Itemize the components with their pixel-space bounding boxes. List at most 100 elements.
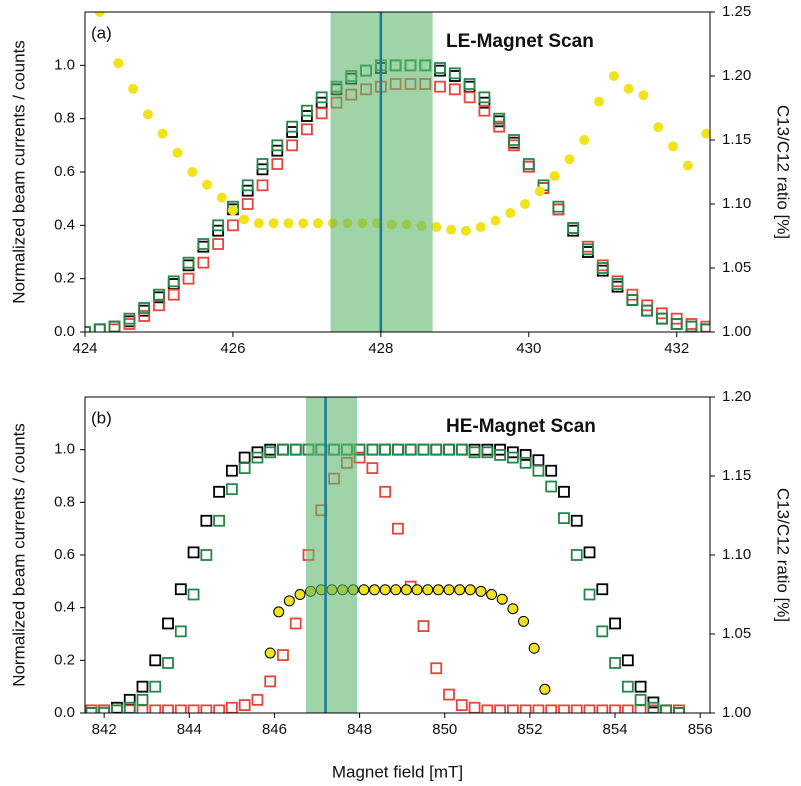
circle-marker bbox=[549, 170, 560, 181]
circle-marker bbox=[157, 128, 168, 139]
square-marker bbox=[685, 318, 698, 330]
x-tick-label: 428 bbox=[368, 340, 393, 357]
square-marker bbox=[558, 512, 570, 525]
square-marker bbox=[182, 256, 195, 269]
circle-marker bbox=[283, 595, 295, 607]
square-marker bbox=[271, 139, 284, 152]
square-marker bbox=[256, 179, 269, 192]
square-marker bbox=[200, 514, 213, 527]
circle-marker bbox=[422, 584, 434, 596]
square-marker bbox=[187, 546, 200, 559]
x-tick-label: 432 bbox=[664, 340, 689, 357]
square-marker bbox=[434, 64, 446, 77]
y2-tick-label: 1.15 bbox=[722, 131, 751, 148]
circle-marker bbox=[283, 218, 294, 229]
circle-marker bbox=[539, 683, 551, 695]
y2-tick-label: 1.10 bbox=[722, 195, 751, 212]
square-marker bbox=[197, 240, 210, 253]
square-marker bbox=[392, 443, 404, 456]
y-tick-label: 0.8 bbox=[54, 493, 75, 510]
square-marker bbox=[434, 80, 446, 93]
square-marker bbox=[621, 680, 634, 693]
square-marker bbox=[508, 136, 520, 149]
square-marker bbox=[434, 62, 446, 74]
square-marker bbox=[570, 514, 583, 527]
y2-tick-label: 1.15 bbox=[722, 467, 751, 484]
square-marker bbox=[567, 222, 580, 234]
square-marker bbox=[108, 323, 121, 332]
square-marker bbox=[494, 704, 507, 713]
circle-marker bbox=[638, 90, 649, 101]
square-marker bbox=[264, 443, 277, 456]
y-tick-label: 1.0 bbox=[54, 441, 75, 458]
y-tick-label: 0.6 bbox=[54, 546, 75, 563]
square-marker bbox=[85, 704, 98, 713]
y-tick-label: 0.4 bbox=[54, 599, 75, 616]
square-marker bbox=[138, 302, 151, 314]
square-marker bbox=[238, 699, 251, 711]
square-marker bbox=[609, 617, 621, 630]
square-marker bbox=[174, 625, 187, 638]
square-marker bbox=[213, 485, 226, 498]
square-marker bbox=[552, 203, 565, 216]
circle-marker bbox=[475, 585, 487, 597]
circle-marker bbox=[496, 593, 508, 605]
square-marker bbox=[149, 654, 162, 667]
square-marker bbox=[621, 704, 634, 713]
square-marker bbox=[570, 704, 583, 713]
square-marker bbox=[379, 443, 392, 456]
square-marker bbox=[463, 80, 476, 93]
square-marker bbox=[478, 91, 491, 104]
square-marker bbox=[241, 198, 254, 210]
square-marker bbox=[519, 456, 532, 469]
square-marker bbox=[93, 323, 106, 332]
y-tick-label: 1.0 bbox=[54, 56, 75, 73]
square-marker bbox=[552, 203, 565, 216]
square-marker bbox=[404, 443, 417, 456]
circle-marker bbox=[490, 215, 501, 226]
circle-marker bbox=[486, 589, 498, 600]
square-marker bbox=[197, 238, 210, 250]
square-marker bbox=[241, 179, 254, 192]
circle-marker bbox=[505, 207, 516, 218]
circle-marker bbox=[460, 225, 471, 236]
square-marker bbox=[481, 446, 494, 459]
square-marker bbox=[455, 443, 468, 456]
square-marker bbox=[136, 680, 149, 693]
square-marker bbox=[289, 443, 302, 456]
square-marker bbox=[174, 704, 187, 713]
circle-marker bbox=[369, 584, 381, 596]
square-marker bbox=[225, 701, 238, 713]
y2-tick-label: 1.20 bbox=[722, 388, 751, 405]
square-marker bbox=[187, 704, 200, 713]
square-marker bbox=[289, 443, 302, 456]
circle-marker bbox=[432, 584, 444, 596]
square-marker bbox=[532, 454, 545, 467]
square-marker bbox=[685, 320, 698, 332]
square-marker bbox=[641, 304, 654, 317]
circle-marker bbox=[128, 83, 139, 94]
circle-marker bbox=[443, 584, 455, 596]
circle-marker bbox=[594, 96, 605, 107]
circle-marker bbox=[239, 214, 250, 225]
square-marker bbox=[149, 704, 162, 713]
square-marker bbox=[448, 83, 461, 96]
y2-tick-label: 1.05 bbox=[722, 625, 751, 642]
square-marker bbox=[123, 312, 136, 325]
square-marker bbox=[212, 219, 225, 232]
square-marker bbox=[685, 320, 698, 332]
square-marker bbox=[494, 449, 507, 461]
square-marker bbox=[558, 704, 570, 713]
square-marker bbox=[506, 704, 519, 713]
y2-tick-label: 1.00 bbox=[722, 323, 751, 340]
square-marker bbox=[634, 693, 647, 706]
y-tick-label: 0.2 bbox=[54, 651, 75, 668]
square-marker bbox=[392, 522, 404, 535]
x-axis-title: Magnet field [mT] bbox=[332, 762, 463, 781]
square-marker bbox=[136, 704, 149, 713]
square-marker bbox=[621, 654, 634, 667]
square-marker bbox=[167, 278, 180, 290]
circle-marker bbox=[653, 122, 664, 133]
chart-title: LE-Magnet Scan bbox=[446, 31, 594, 52]
